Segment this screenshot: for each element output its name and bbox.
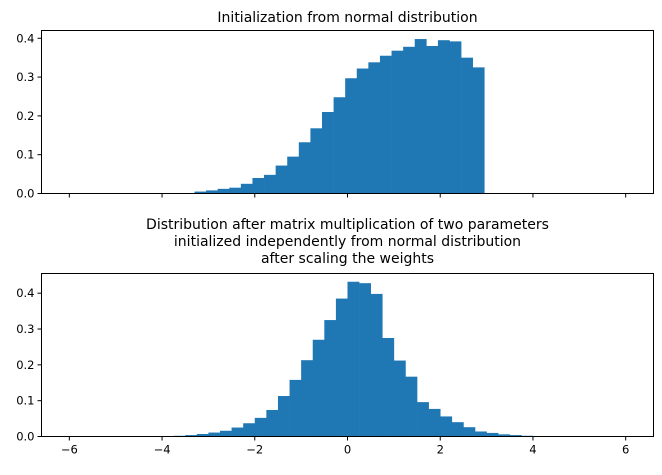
top-x-axis: [69, 194, 625, 198]
top-y-tick-label: 0.3: [16, 70, 34, 84]
bottom-y-tick-label: 0.3: [16, 322, 34, 336]
top-histogram-bar: [322, 112, 334, 194]
top-histogram-bar: [392, 51, 404, 194]
bottom-histogram-bar: [394, 361, 406, 437]
top-histogram-bar: [229, 188, 241, 194]
bottom-histogram-bar: [278, 396, 290, 436]
bottom-chart-title-line-1: Distribution after matrix multiplication…: [146, 217, 549, 233]
bottom-x-tick-label: 6: [622, 443, 629, 457]
top-histogram-bar: [368, 62, 380, 193]
bottom-y-tick-label: 0.0: [16, 430, 34, 444]
bottom-x-tick-label: 2: [437, 443, 444, 457]
top-histogram-bar: [264, 175, 276, 194]
bottom-histogram-bar: [475, 431, 487, 436]
bottom-y-axis: 0.0 0.1 0.2 0.3 0.4: [16, 286, 41, 443]
bottom-histogram-bars: [69, 282, 614, 437]
bottom-histogram-bar: [301, 360, 313, 436]
bottom-x-tick-label: −4: [154, 443, 171, 457]
top-histogram-bar: [415, 39, 427, 193]
bottom-histogram-bar: [324, 320, 336, 436]
bottom-histogram-bar: [429, 409, 441, 437]
bottom-histogram-bar: [405, 377, 417, 437]
bottom-histogram-bar: [255, 418, 267, 437]
bottom-chart-title-line-3: after scaling the weights: [261, 251, 434, 267]
top-histogram-bar: [310, 128, 322, 193]
bottom-histogram-bar: [208, 433, 220, 437]
top-histogram-bar: [461, 58, 473, 194]
top-histogram-bar: [426, 46, 438, 193]
top-histogram-bar: [345, 78, 357, 193]
top-histogram-bar: [299, 142, 311, 193]
bottom-y-tick-label: 0.2: [16, 358, 34, 372]
bottom-histogram-bar: [313, 340, 325, 437]
bottom-histogram-bar: [487, 433, 499, 437]
top-histogram-panel: Initialization from normal distribution …: [16, 10, 653, 201]
bottom-histogram-bar: [417, 402, 429, 436]
top-histogram-bar: [357, 69, 369, 194]
bottom-histogram-bar: [359, 283, 371, 436]
top-y-tick-label: 0.1: [16, 148, 34, 162]
bottom-histogram-bar: [336, 299, 348, 437]
top-chart-title: Initialization from normal distribution: [217, 10, 477, 26]
top-histogram-bar: [241, 184, 253, 194]
top-histogram-bar: [218, 189, 230, 194]
top-histogram-bars: [195, 39, 485, 193]
bottom-histogram-bar: [243, 423, 255, 436]
bottom-x-tick-label: 0: [344, 443, 351, 457]
top-y-tick-label: 0.2: [16, 109, 34, 123]
bottom-x-tick-label: 4: [529, 443, 536, 457]
bottom-histogram-bar: [371, 294, 383, 437]
bottom-x-tick-label: −6: [61, 443, 78, 457]
top-histogram-bar: [380, 56, 392, 194]
bottom-histogram-bar: [232, 428, 244, 437]
top-histogram-bar: [334, 97, 346, 193]
top-y-axis: 0.0 0.1 0.2 0.3 0.4: [16, 31, 41, 200]
top-y-tick-label: 0.0: [16, 187, 34, 201]
bottom-x-axis: −6 −4 −2 0 2 4 6: [61, 437, 630, 457]
bottom-chart-title-line-2: initialized independently from normal di…: [174, 234, 521, 250]
bottom-y-tick-label: 0.4: [16, 286, 34, 300]
bottom-histogram-bar: [266, 410, 278, 437]
bottom-y-tick-label: 0.1: [16, 394, 34, 408]
top-histogram-bar: [276, 166, 288, 194]
bottom-histogram-panel: Distribution after matrix multiplication…: [16, 217, 653, 457]
bottom-histogram-bar: [440, 416, 452, 436]
top-histogram-bar: [450, 41, 462, 193]
top-histogram-bar: [252, 178, 264, 194]
top-histogram-bar: [403, 47, 415, 194]
top-y-tick-label: 0.4: [16, 31, 34, 45]
bottom-histogram-bar: [220, 431, 232, 437]
bottom-histogram-bar: [348, 282, 360, 437]
bottom-histogram-bar: [290, 380, 302, 437]
bottom-histogram-bar: [452, 422, 464, 436]
top-histogram-bar: [287, 157, 299, 194]
top-histogram-bar: [473, 67, 485, 193]
bottom-histogram-bar: [382, 338, 394, 437]
bottom-histogram-bar: [463, 427, 475, 436]
top-histogram-bar: [438, 40, 450, 193]
bottom-x-tick-label: −2: [246, 443, 263, 457]
